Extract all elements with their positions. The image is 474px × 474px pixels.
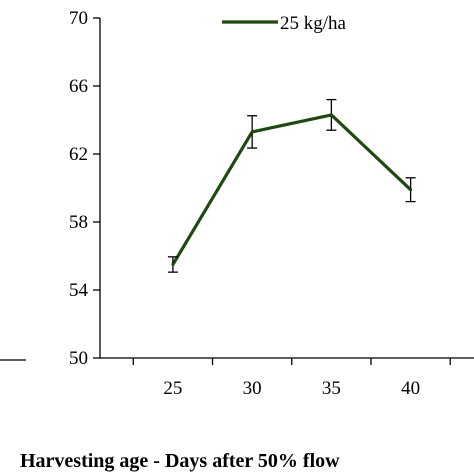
- axes: [99, 18, 474, 359]
- series-layer: [167, 98, 416, 273]
- x-axis-title: Harvesting age - Days after 50% flow: [20, 450, 340, 472]
- y-tick-label: 70: [69, 8, 88, 29]
- x-ticks: 25 30 35 40: [132, 358, 451, 399]
- legend: 25 kg/ha: [222, 13, 347, 34]
- y-tick-label: 50: [69, 348, 88, 369]
- x-tick-label: 25: [163, 378, 182, 399]
- y-tick-label: 58: [69, 212, 88, 233]
- y-ticks: 50 54 58 62 66 70: [69, 8, 100, 369]
- data-point: [329, 113, 333, 117]
- data-point: [171, 263, 175, 266]
- series-line: [171, 113, 412, 266]
- x-tick-label: 35: [322, 378, 341, 399]
- y-tick-label: 54: [69, 280, 89, 301]
- data-point: [409, 188, 413, 192]
- y-tick-label: 62: [69, 144, 88, 165]
- legend-label: 25 kg/ha: [280, 13, 347, 34]
- data-point: [250, 130, 254, 134]
- y-tick-label: 66: [69, 76, 88, 97]
- x-tick-label: 30: [243, 378, 262, 399]
- x-tick-label: 40: [401, 378, 420, 399]
